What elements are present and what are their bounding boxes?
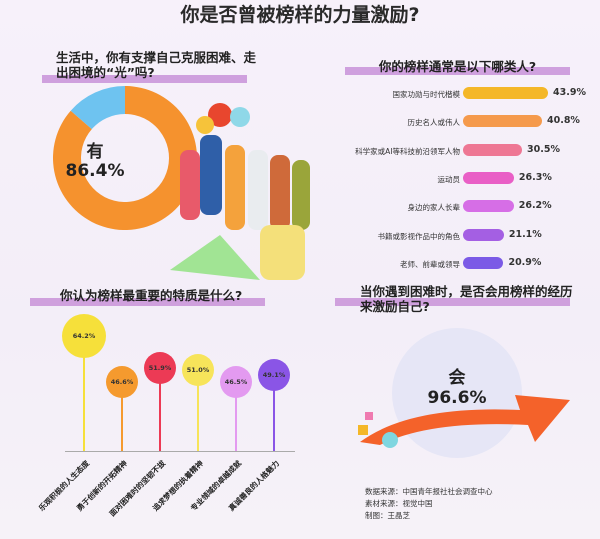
footer-material: 素材来源：视觉中国	[365, 499, 433, 508]
bar	[463, 200, 514, 213]
lollipop-value: 51.0%	[186, 366, 210, 375]
bar-value: 20.9%	[508, 256, 542, 268]
lollipop-head: 64.2%	[62, 314, 106, 359]
stat-label: 会	[448, 368, 466, 388]
arrow-icon	[358, 395, 570, 448]
people-illustration	[170, 103, 310, 280]
lollipop-label: 真诚善良的人格魅力	[226, 458, 282, 513]
lollipop-label: 专业领域的卓越成就	[188, 458, 244, 513]
lollipop-label: 面对困难时的坚韧不拔	[107, 458, 168, 519]
donut-center-label: 有	[86, 142, 104, 162]
bar-label: 科学家或AI等科技前沿领军人物	[355, 146, 460, 156]
bar-value: 30.5%	[527, 143, 561, 155]
donut-title: 生活中，你有支撑自己克服困难、走出困境的“光”吗?	[56, 50, 257, 80]
lollipop-title: 你认为榜样最重要的特质是什么?	[60, 288, 243, 303]
bar	[463, 171, 514, 184]
header-bar	[42, 75, 247, 83]
bar-label: 身边的家人长辈	[407, 203, 461, 213]
bar	[463, 143, 523, 156]
lollipop-head: 49.1%	[258, 359, 290, 392]
baseline	[65, 451, 295, 452]
bar-label: 老师、前辈或领导	[400, 259, 460, 269]
page-title: 你是否曾被榜样的力量激励?	[180, 4, 420, 26]
stat-value: 96.6%	[427, 388, 487, 408]
bar-value: 21.1%	[508, 228, 542, 240]
lollipop-stem	[197, 370, 199, 451]
donut-chart	[53, 86, 198, 230]
bar-label: 运动员	[437, 174, 461, 184]
lollipop-stem	[121, 381, 123, 451]
bar	[463, 256, 504, 269]
bar-label: 书籍或影视作品中的角色	[377, 231, 461, 241]
footer-source: 数据来源：中国青年报社社会调查中心	[365, 487, 493, 496]
lollipop-label: 乐观积极的人生态度	[36, 458, 92, 513]
lollipop-stem	[83, 336, 85, 451]
lollipop-stem	[159, 368, 161, 451]
lollipop-stem	[273, 375, 275, 451]
bar	[463, 87, 548, 99]
lollipop-value: 46.6%	[110, 377, 134, 386]
lollipop-stem	[235, 382, 237, 451]
bar-label: 国家功勋与时代楷模	[392, 90, 461, 99]
bar-value: 26.2%	[518, 200, 552, 212]
lollipop-head: 51.9%	[144, 352, 176, 385]
bar-value: 40.8%	[546, 115, 580, 127]
bar-value: 43.9%	[553, 87, 586, 98]
bar-chart-title: 你的榜样通常是以下哪类人?	[378, 59, 537, 74]
bar	[463, 228, 504, 241]
header-bar	[335, 298, 570, 306]
bar	[463, 115, 542, 128]
lollipop-label: 勇于创新的开拓精神	[74, 458, 130, 513]
stat-circle	[392, 328, 522, 458]
lollipop-value: 49.1%	[262, 371, 286, 380]
header-bar	[30, 298, 265, 306]
header-bar	[345, 67, 570, 75]
donut-slice	[70, 86, 125, 130]
lollipop-value: 46.5%	[224, 378, 248, 387]
donut-center-value: 86.4%	[65, 161, 125, 181]
bar-value: 26.3%	[518, 171, 552, 183]
lollipop-value: 64.2%	[72, 332, 96, 341]
lollipop-head: 51.0%	[182, 354, 214, 387]
lollipop-head: 46.5%	[220, 366, 252, 399]
lollipop-head: 46.6%	[106, 365, 138, 398]
lollipop-value: 51.9%	[148, 364, 172, 373]
stat-title: 当你遇到困难时，是否会用榜样的经历来激励自己?	[360, 284, 573, 314]
footer-author: 制图：王晶芝	[365, 511, 410, 520]
donut-slice	[53, 86, 198, 230]
lollipop-label: 追求梦想的执着精神	[150, 458, 206, 513]
bar-label: 历史名人或伟人	[407, 118, 461, 128]
